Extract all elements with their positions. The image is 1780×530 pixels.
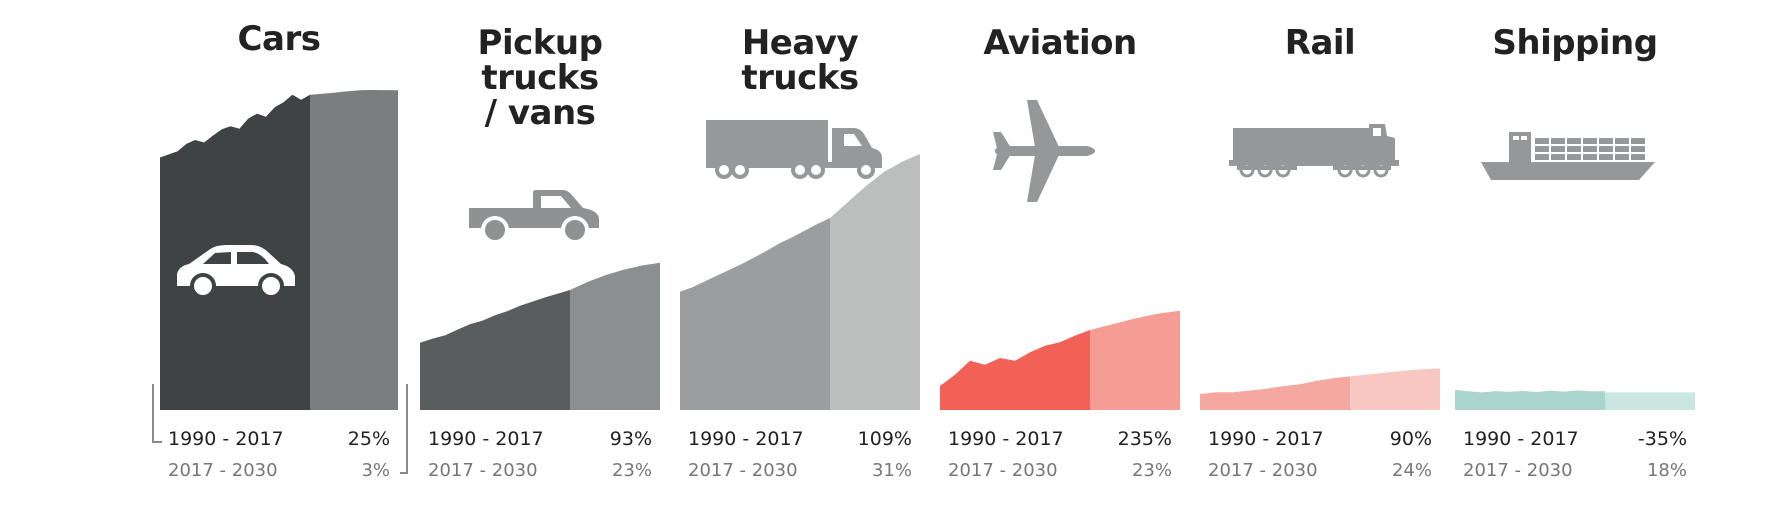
period-label: 1990 - 2017 xyxy=(948,428,1064,450)
panel-rail: Rail 1990 - 2017 90% 2017 - 2030 24% xyxy=(1200,0,1440,530)
stat-row-projected: 2017 - 2030 18% xyxy=(1455,460,1695,486)
cars-bracket-right xyxy=(400,384,408,474)
stat-row-projected: 2017 - 2030 23% xyxy=(420,460,660,486)
period-label: 1990 - 2017 xyxy=(1463,428,1579,450)
area-1990-2017 xyxy=(680,218,830,410)
panel-aviation: Aviation 1990 - 2017 235% 2017 - 2030 23% xyxy=(940,0,1180,530)
stat-row-historic: 1990 - 2017 93% xyxy=(420,428,660,454)
area-chart xyxy=(1455,389,1695,410)
period-label: 1990 - 2017 xyxy=(1208,428,1324,450)
growth-percent: -35% xyxy=(1637,428,1687,450)
period-label: 2017 - 2030 xyxy=(948,460,1058,481)
period-label: 1990 - 2017 xyxy=(428,428,544,450)
area-2017-2030 xyxy=(1605,392,1695,410)
area-chart xyxy=(420,262,660,410)
title-line: Rail xyxy=(1284,23,1356,63)
growth-percent: 23% xyxy=(1131,460,1172,481)
cars-bracket-left xyxy=(152,384,162,443)
container-ship-icon xyxy=(1481,132,1655,180)
stat-row-projected: 2017 - 2030 31% xyxy=(680,460,920,486)
growth-percent: 235% xyxy=(1117,428,1172,450)
period-label: 1990 - 2017 xyxy=(168,428,284,450)
area-1990-2017 xyxy=(1455,389,1605,410)
area-chart xyxy=(940,310,1180,410)
growth-percent: 18% xyxy=(1646,460,1687,481)
growth-percent: 31% xyxy=(871,460,912,481)
growth-percent: 24% xyxy=(1391,460,1432,481)
semi-truck-icon xyxy=(706,120,882,179)
title-line: Pickup xyxy=(477,23,603,63)
airplane-icon xyxy=(993,100,1095,202)
stat-row-historic: 1990 - 2017 109% xyxy=(680,428,920,454)
area-1990-2017 xyxy=(1200,376,1350,410)
panel-title: Cars xyxy=(160,22,398,57)
panel-heavy-trucks: Heavy trucks 1990 - 2017 109% 2017 - 2030 31… xyxy=(680,0,920,530)
panel-title: Aviation xyxy=(940,26,1180,61)
stat-row-projected: 2017 - 2030 23% xyxy=(940,460,1180,486)
area-2017-2030 xyxy=(570,262,660,410)
growth-percent: 23% xyxy=(611,460,652,481)
area-1990-2017 xyxy=(940,330,1090,410)
stat-row-historic: 1990 - 2017 25% xyxy=(160,428,398,454)
car-icon xyxy=(177,245,295,299)
growth-percent: 25% xyxy=(347,428,390,450)
panel-title: Heavy trucks xyxy=(680,26,920,96)
growth-percent: 90% xyxy=(1389,428,1432,450)
title-line: / vans xyxy=(484,93,596,133)
title-line: trucks xyxy=(481,58,599,98)
train-icon xyxy=(1229,124,1399,178)
panel-cars: Cars 1990 - 2017 25% 2017 - 2030 3% xyxy=(160,0,398,530)
area-2017-2030 xyxy=(310,90,398,410)
period-label: 2017 - 2030 xyxy=(428,460,538,481)
area-2017-2030 xyxy=(1090,310,1180,410)
area-2017-2030 xyxy=(1350,368,1440,410)
period-label: 2017 - 2030 xyxy=(1463,460,1573,481)
period-label: 2017 - 2030 xyxy=(1208,460,1318,481)
title-line: Cars xyxy=(237,19,321,59)
growth-percent: 109% xyxy=(857,428,912,450)
panel-shipping: Shipping 1990 - 2017 -35% 2017 - 2030 18% xyxy=(1455,0,1695,530)
stat-row-historic: 1990 - 2017 235% xyxy=(940,428,1180,454)
growth-percent: 3% xyxy=(361,460,390,481)
panel-title: Pickup trucks / vans xyxy=(420,26,660,131)
stat-row-historic: 1990 - 2017 90% xyxy=(1200,428,1440,454)
period-label: 2017 - 2030 xyxy=(688,460,798,481)
area-chart xyxy=(680,154,920,410)
stat-row-projected: 2017 - 2030 24% xyxy=(1200,460,1440,486)
growth-percent: 93% xyxy=(609,428,652,450)
stat-row-historic: 1990 - 2017 -35% xyxy=(1455,428,1695,454)
panel-pickup-trucks-vans: Pickup trucks / vans 1990 - 2017 93% 2017 - 2… xyxy=(420,0,660,530)
panel-title: Rail xyxy=(1200,26,1440,61)
panel-title: Shipping xyxy=(1455,26,1695,61)
stat-row-projected: 2017 - 2030 3% xyxy=(160,460,398,486)
pickup-truck-icon xyxy=(468,190,599,244)
area-2017-2030 xyxy=(830,154,920,410)
title-line: Shipping xyxy=(1492,23,1658,63)
title-line: Heavy trucks xyxy=(741,23,859,98)
area-1990-2017 xyxy=(420,290,570,410)
period-label: 2017 - 2030 xyxy=(168,460,278,481)
area-chart xyxy=(1200,368,1440,410)
period-label: 1990 - 2017 xyxy=(688,428,804,450)
title-line: Aviation xyxy=(983,23,1137,63)
